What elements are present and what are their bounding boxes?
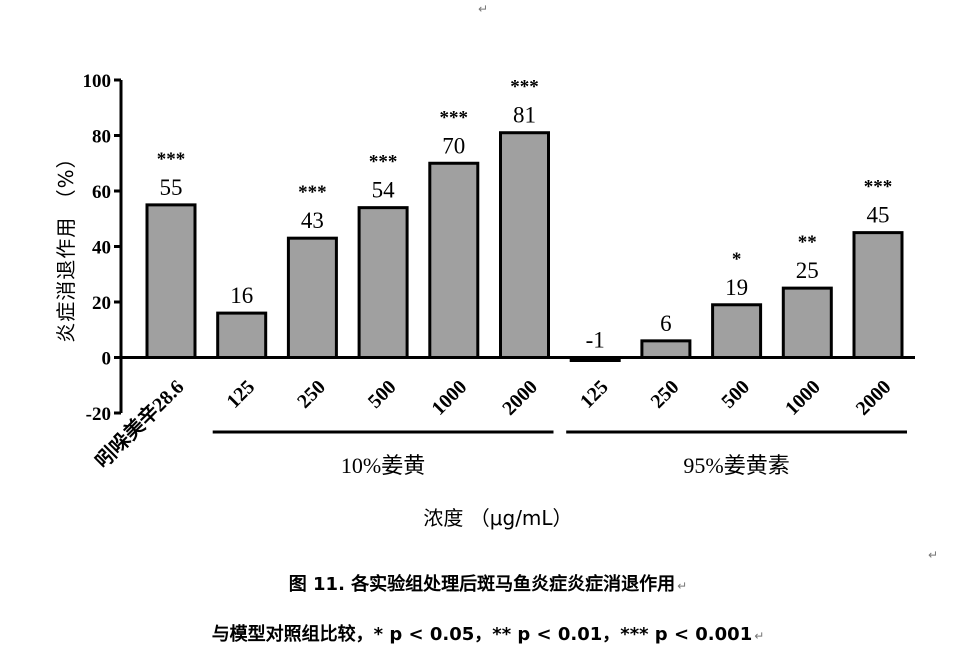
group-label: 95%姜黄素: [683, 453, 789, 478]
x-tick-label: 125: [576, 376, 613, 413]
bar-value-label: 6: [660, 311, 672, 336]
bar-value-label: 45: [867, 203, 890, 228]
bar: [357, 206, 409, 359]
bar: [499, 131, 550, 359]
significance-marker: ***: [369, 152, 398, 173]
caption-title: 图 11. 各实验组处理后斑马鱼炎症炎症消退作用: [288, 574, 676, 595]
bar-value-label: 16: [230, 283, 253, 308]
bar: [216, 311, 268, 360]
group-label: 10%姜黄: [341, 453, 425, 478]
x-axis-label: 浓度 （μg/mL）: [423, 506, 572, 530]
significance-marker: *: [732, 249, 742, 270]
significance-marker: ***: [440, 107, 469, 128]
return-mark-caption2: ↵: [754, 629, 765, 643]
x-tick-label: 500: [364, 376, 401, 413]
x-tick-label: 125: [222, 376, 259, 413]
y-axis-label: 炎症消退作用 （%）: [54, 147, 78, 342]
bar: [145, 203, 197, 359]
bar-value-label: 19: [725, 275, 748, 300]
bar-value-label: 70: [442, 133, 465, 158]
y-tick-label: 80: [92, 127, 111, 148]
bar: [852, 231, 904, 359]
bar: [569, 356, 621, 362]
bar-value-label: 43: [301, 208, 324, 233]
x-tick-label: 1000: [781, 376, 825, 420]
bar: [286, 236, 338, 359]
x-tick-label: 2000: [498, 376, 542, 420]
significance-marker: ***: [157, 149, 186, 170]
bar-value-label: 25: [796, 258, 819, 283]
x-tick-label: 250: [293, 376, 330, 413]
y-tick-label: 0: [102, 349, 112, 370]
x-tick-label: 1000: [427, 376, 471, 420]
bar-value-label: 54: [372, 178, 396, 203]
return-mark-caption1: ↵: [677, 579, 688, 593]
return-mark-top: ↵: [478, 2, 489, 16]
caption-significance-note: 与模型对照组比较，* p < 0.05，** p < 0.01，*** p < …: [211, 624, 753, 645]
significance-marker: ***: [510, 77, 539, 98]
x-tick-label: 2000: [852, 376, 896, 420]
bar: [640, 339, 692, 360]
bar: [711, 303, 763, 359]
figure-caption-line1: 图 11. 各实验组处理后斑马鱼炎症炎症消退作用 ↵: [0, 570, 976, 596]
significance-marker: **: [798, 232, 817, 253]
bar: [428, 161, 480, 359]
y-tick-label: 20: [92, 293, 111, 314]
figure-caption-line2: 与模型对照组比较，* p < 0.05，** p < 0.01，*** p < …: [0, 620, 976, 646]
x-tick-label: 250: [647, 376, 684, 413]
return-mark-right: ↵: [928, 548, 939, 562]
significance-marker: ***: [298, 182, 327, 203]
bar-value-label: 55: [160, 175, 183, 200]
bar: [781, 286, 833, 359]
bar-value-label: -1: [586, 328, 605, 353]
significance-marker: ***: [864, 177, 893, 198]
y-tick-label: 60: [92, 182, 111, 203]
y-tick-label: 100: [83, 71, 112, 92]
x-tick-label: 500: [717, 376, 754, 413]
y-tick-label: -20: [86, 404, 111, 425]
y-tick-label: 40: [92, 238, 111, 259]
bar-value-label: 81: [513, 103, 536, 128]
